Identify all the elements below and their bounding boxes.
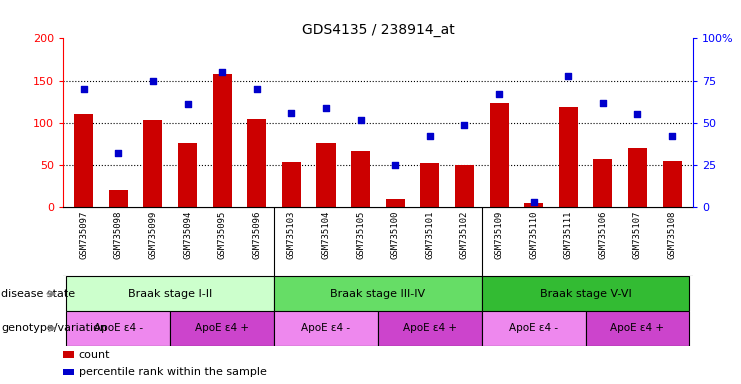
Bar — [178, 143, 197, 207]
Text: GSM735108: GSM735108 — [668, 211, 677, 259]
Text: GSM735097: GSM735097 — [79, 211, 88, 259]
Point — [285, 110, 297, 116]
Text: GSM735105: GSM735105 — [356, 211, 365, 259]
Bar — [662, 161, 682, 207]
Text: GSM735099: GSM735099 — [148, 211, 158, 259]
Text: ApoE ε4 -: ApoE ε4 - — [509, 323, 558, 333]
Bar — [316, 143, 336, 207]
Text: GSM735101: GSM735101 — [425, 211, 434, 259]
Point — [424, 133, 436, 139]
Text: Braak stage V-VI: Braak stage V-VI — [539, 289, 631, 299]
Point — [182, 101, 193, 108]
Text: ApoE ε4 -: ApoE ε4 - — [94, 323, 143, 333]
Point — [320, 104, 332, 111]
Bar — [482, 276, 689, 311]
Point — [355, 116, 367, 122]
Bar — [351, 151, 370, 207]
Text: disease state: disease state — [1, 289, 76, 299]
Point — [147, 78, 159, 84]
Point — [251, 86, 263, 92]
Bar — [559, 107, 578, 207]
Bar — [282, 162, 301, 207]
Bar — [247, 119, 266, 207]
Bar — [74, 114, 93, 207]
Bar — [67, 276, 274, 311]
Bar — [67, 311, 170, 346]
Text: GSM735102: GSM735102 — [460, 211, 469, 259]
Point — [113, 150, 124, 156]
Bar — [274, 276, 482, 311]
Title: GDS4135 / 238914_at: GDS4135 / 238914_at — [302, 23, 454, 37]
Bar — [213, 74, 232, 207]
Point — [493, 91, 505, 97]
Text: Braak stage I-II: Braak stage I-II — [128, 289, 213, 299]
Text: ApoE ε4 +: ApoE ε4 + — [403, 323, 456, 333]
Point — [666, 133, 678, 139]
Bar — [490, 103, 508, 207]
Bar — [455, 165, 474, 207]
Text: GSM735107: GSM735107 — [633, 211, 642, 259]
Point — [528, 199, 539, 205]
Point — [389, 162, 401, 168]
Bar — [378, 311, 482, 346]
Bar — [594, 159, 612, 207]
Point — [631, 111, 643, 118]
Bar — [63, 351, 74, 358]
Text: GSM735103: GSM735103 — [287, 211, 296, 259]
Text: percentile rank within the sample: percentile rank within the sample — [79, 367, 267, 377]
Point — [459, 121, 471, 127]
Text: ApoE ε4 -: ApoE ε4 - — [302, 323, 350, 333]
Bar — [585, 311, 689, 346]
Text: GSM735100: GSM735100 — [391, 211, 399, 259]
Bar — [482, 311, 585, 346]
Text: GSM735109: GSM735109 — [494, 211, 504, 259]
Text: GSM735106: GSM735106 — [598, 211, 608, 259]
Text: genotype/variation: genotype/variation — [1, 323, 107, 333]
Bar — [628, 148, 647, 207]
Text: Braak stage III-IV: Braak stage III-IV — [330, 289, 425, 299]
Text: GSM735104: GSM735104 — [322, 211, 330, 259]
Text: GSM735095: GSM735095 — [218, 211, 227, 259]
Point — [78, 86, 90, 92]
Bar — [386, 199, 405, 207]
Bar — [109, 190, 128, 207]
Text: GSM735094: GSM735094 — [183, 211, 192, 259]
Text: GSM735111: GSM735111 — [564, 211, 573, 259]
Bar — [63, 369, 74, 375]
Bar — [420, 164, 439, 207]
Bar — [524, 203, 543, 207]
Text: GSM735110: GSM735110 — [529, 211, 538, 259]
Text: GSM735096: GSM735096 — [252, 211, 262, 259]
Text: count: count — [79, 349, 110, 359]
Text: ApoE ε4 +: ApoE ε4 + — [611, 323, 665, 333]
Bar — [144, 120, 162, 207]
Bar — [170, 311, 274, 346]
Bar — [274, 311, 378, 346]
Point — [597, 99, 609, 106]
Text: GSM735098: GSM735098 — [114, 211, 123, 259]
Text: ApoE ε4 +: ApoE ε4 + — [195, 323, 249, 333]
Point — [216, 69, 228, 75]
Point — [562, 73, 574, 79]
